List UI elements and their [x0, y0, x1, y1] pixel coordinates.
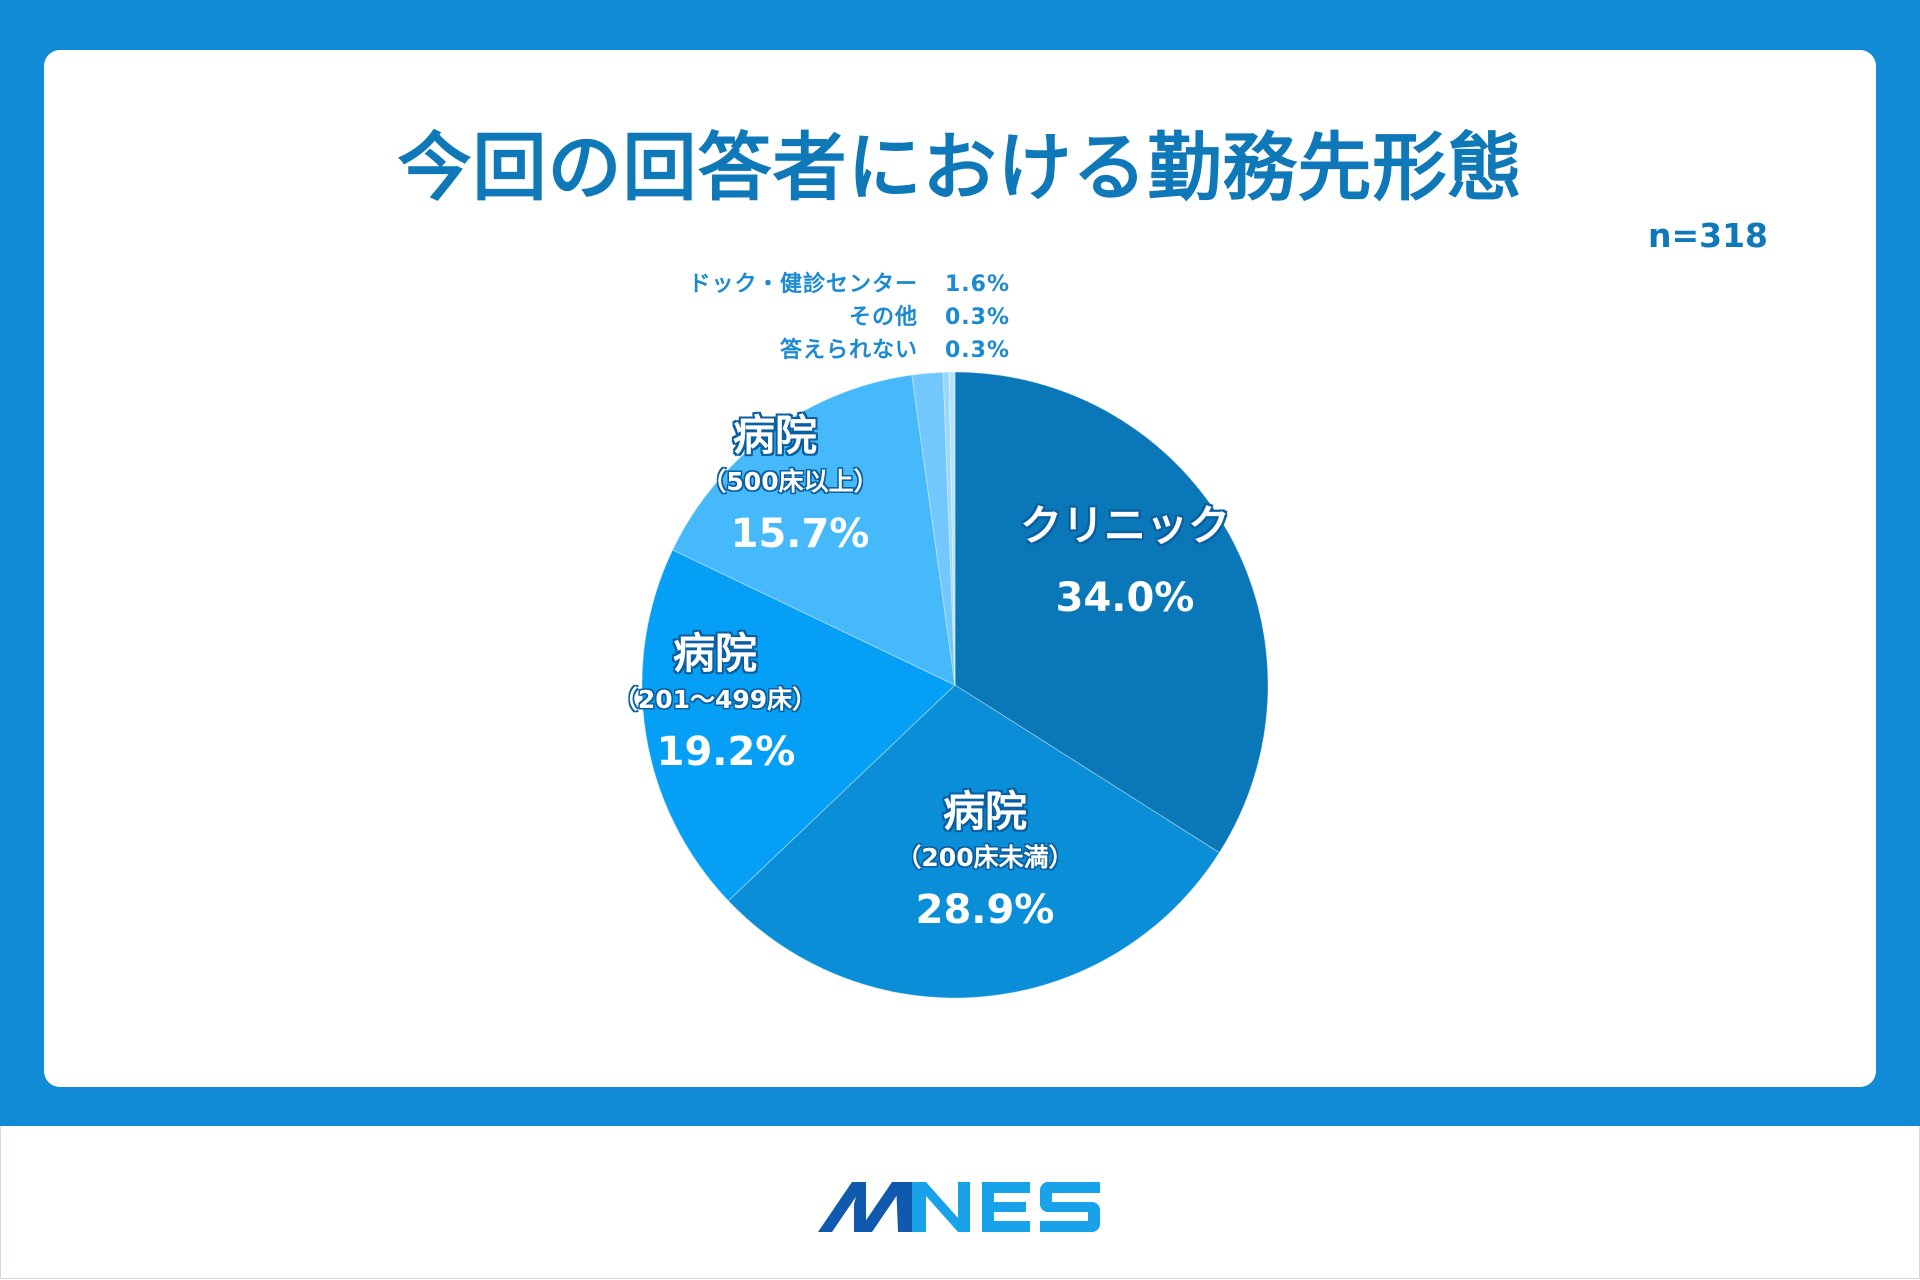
legend-value: 1.6% — [944, 272, 1010, 297]
slice-percentage: 15.7% — [730, 511, 870, 557]
legend-value: 0.3% — [944, 305, 1010, 330]
slice-dock-checkup — [911, 371, 956, 686]
slice-no-answer — [948, 371, 956, 686]
slice-subcategory: （200床未満） — [896, 843, 1074, 872]
legend-label: 答えられない — [779, 338, 918, 363]
slice-percentage: 19.2% — [656, 729, 796, 775]
label-hospital-500-plus: 病院 （500床以上） 15.7% — [680, 410, 900, 566]
slice-category: 病院 — [942, 787, 1027, 836]
slice-category: クリニック — [1019, 501, 1230, 550]
slice-clinic — [954, 371, 1269, 854]
legend-row-dock: ドック・健診センター 1.6% — [600, 266, 1010, 299]
legend-label: ドック・健診センター — [688, 272, 918, 297]
chart-title: 今回の回答者における勤務先形態 — [397, 125, 1523, 211]
legend-value: 0.3% — [944, 338, 1010, 363]
legend-label: その他 — [848, 305, 918, 330]
slice-subcategory: （201～499床） — [612, 685, 818, 714]
label-clinic: クリニック 34.0% — [1000, 500, 1250, 630]
legend-row-other: その他 0.3% — [600, 299, 1010, 332]
slice-hospital-201-499 — [641, 549, 956, 902]
label-hospital-201-499: 病院 （201～499床） 19.2% — [590, 628, 840, 784]
slice-hospital-under-200 — [727, 684, 1220, 999]
slice-category: 病院 — [732, 411, 817, 460]
mnes-logo — [818, 1182, 1100, 1232]
slice-category: 病院 — [672, 629, 757, 678]
label-hospital-under-200: 病院 （200床未満） 28.9% — [860, 786, 1110, 942]
legend-row-no-answer: 答えられない 0.3% — [600, 332, 1010, 365]
slice-percentage: 34.0% — [1055, 575, 1195, 621]
small-slices-legend: ドック・健診センター 1.6% その他 0.3% 答えられない 0.3% — [600, 266, 1010, 365]
slice-subcategory: （500床以上） — [701, 467, 879, 496]
logo-nes-text — [912, 1182, 1100, 1232]
logo-m-mark — [818, 1182, 912, 1232]
slice-hospital-500-plus — [671, 374, 956, 686]
slice-other — [942, 371, 956, 686]
slice-percentage: 28.9% — [915, 887, 1055, 933]
sample-size-label: n=318 — [1647, 216, 1768, 255]
